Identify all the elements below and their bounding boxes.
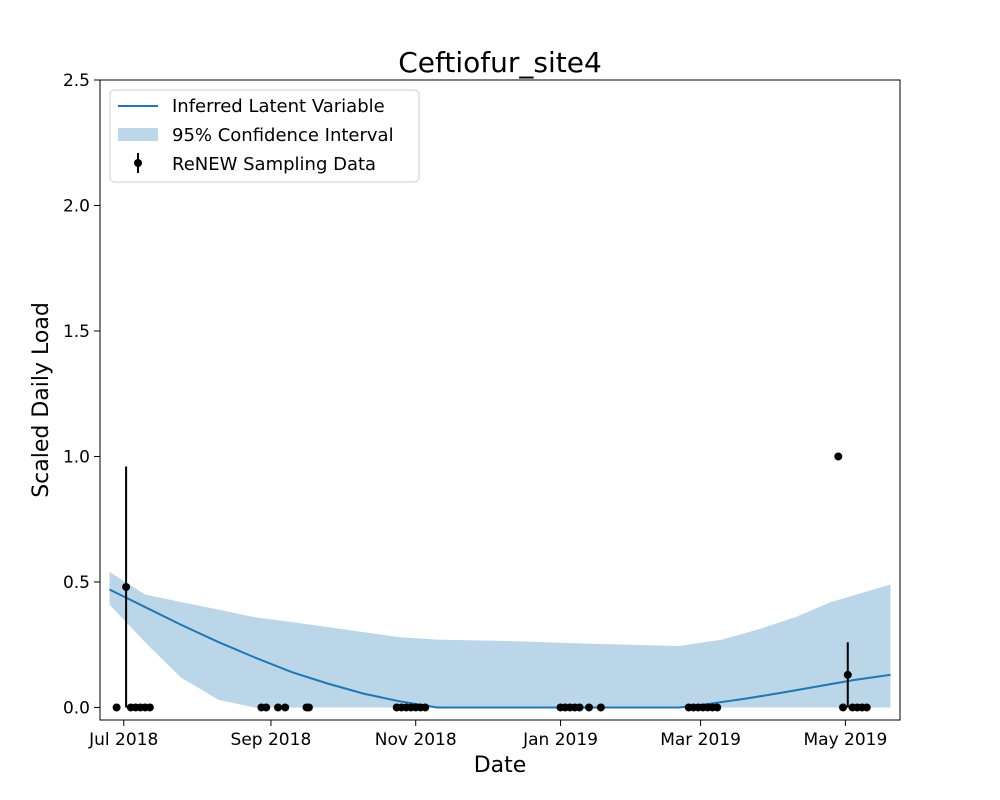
y-tick-label: 1.0 (63, 447, 90, 467)
sampling-point (281, 703, 290, 712)
x-tick-label: May 2019 (803, 730, 887, 750)
sampling-point (843, 670, 852, 679)
legend-frame (109, 89, 420, 183)
x-tick-label: Nov 2018 (375, 730, 457, 750)
confidence-band (109, 571, 891, 708)
y-tick-label: 0.0 (63, 698, 90, 718)
y-tick-label: 2.5 (63, 71, 90, 91)
plot-area (109, 452, 891, 712)
legend-band-swatch (118, 128, 158, 141)
legend-label-confidence: 95% Confidence Interval (172, 125, 394, 146)
legend-label-latent: Inferred Latent Variable (172, 96, 385, 117)
legend-marker-swatch (134, 159, 142, 167)
x-axis: Jul 2018 Sep 2018 Nov 2018 Jan 2019 Mar 2019… (88, 720, 887, 750)
sampling-point (274, 703, 283, 712)
y-tick-label: 1.5 (63, 322, 90, 342)
sampling-point (834, 452, 843, 461)
sampling-point (713, 703, 722, 712)
sampling-point (596, 703, 605, 712)
sampling-point (585, 703, 594, 712)
y-tick-label: 2.0 (63, 196, 90, 216)
sampling-point (112, 703, 121, 712)
sampling-point (421, 703, 430, 712)
sampling-point (145, 703, 154, 712)
x-tick-label: Mar 2019 (660, 730, 741, 750)
x-tick-label: Jan 2019 (522, 730, 598, 750)
sampling-point (304, 703, 313, 712)
chart-title: Ceftiofur_site4 (398, 46, 602, 79)
sampling-point (862, 703, 871, 712)
sampling-point (575, 703, 584, 712)
x-axis-label: Date (474, 753, 527, 778)
sampling-point (262, 703, 271, 712)
y-tick-label: 0.5 (63, 573, 90, 593)
y-axis-label: Scaled Daily Load (29, 302, 54, 498)
sampling-point (122, 582, 131, 591)
x-tick-label: Jul 2018 (88, 730, 158, 750)
legend: Inferred Latent Variable 95% Confidence … (109, 89, 420, 183)
x-tick-label: Sep 2018 (231, 730, 312, 750)
sampling-point (839, 703, 848, 712)
plot-frame (99, 79, 901, 721)
legend-label-sampling: ReNEW Sampling Data (172, 154, 376, 175)
latent-variable-line (109, 588, 891, 709)
y-axis: 0.0 0.5 1.0 1.5 2.0 2.5 (63, 71, 100, 718)
